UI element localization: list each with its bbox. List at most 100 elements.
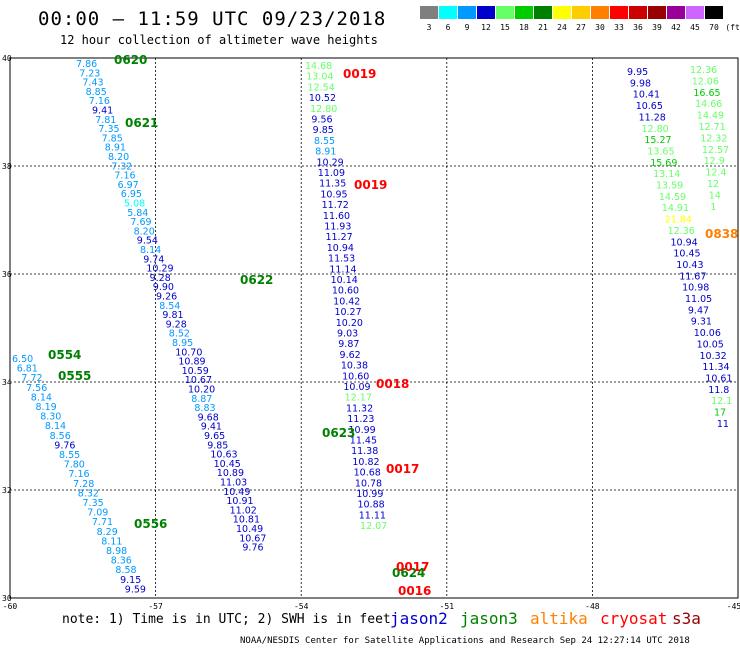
colorbar-label: 36 bbox=[633, 23, 643, 32]
wave-height-value: 9.26 bbox=[156, 292, 177, 303]
wave-height-value: 12.06 bbox=[692, 76, 719, 87]
pass-id-label: 0620 bbox=[114, 53, 147, 67]
pass-id-label: 0554 bbox=[48, 348, 81, 362]
wave-height-value: 7.23 bbox=[79, 68, 100, 79]
wave-height-value: 7.16 bbox=[114, 171, 135, 182]
wave-height-value: 12.36 bbox=[690, 65, 717, 76]
colorbar-label: 70 bbox=[709, 23, 719, 32]
wave-height-value: 11.27 bbox=[325, 232, 352, 243]
wave-height-value: 14.66 bbox=[695, 99, 722, 110]
wave-height-value: 10.32 bbox=[700, 351, 727, 362]
wave-height-value: 9.76 bbox=[54, 440, 75, 451]
wave-height-value: 7.35 bbox=[98, 124, 119, 135]
wave-height-value: 11.05 bbox=[685, 294, 712, 305]
wave-height-value: 10.78 bbox=[355, 478, 382, 489]
wave-height-value: 9.56 bbox=[311, 115, 332, 126]
pass-id-label: 0017 bbox=[396, 560, 429, 574]
wave-height-value: 12.54 bbox=[308, 82, 335, 93]
wave-height-value: 9.87 bbox=[338, 339, 359, 350]
wave-height-value: 7.56 bbox=[26, 383, 47, 394]
wave-height-value: 9.74 bbox=[143, 254, 164, 265]
wave-height-value: 8.14 bbox=[31, 392, 52, 403]
colorbar-label: 3 bbox=[426, 23, 432, 32]
wave-height-value: 7.16 bbox=[68, 469, 89, 480]
colorbar-swatch bbox=[572, 6, 590, 19]
wave-height-value: 7.71 bbox=[92, 517, 113, 528]
wave-height-value: 12.17 bbox=[345, 393, 372, 404]
wave-height-value: 16.65 bbox=[693, 88, 720, 99]
wave-height-value: 10.68 bbox=[354, 468, 381, 479]
legend-s3a: s3a bbox=[672, 609, 701, 628]
latitude-label: 30 bbox=[2, 594, 12, 603]
wave-height-value: 10.20 bbox=[188, 385, 215, 396]
wave-height-value: 8.36 bbox=[111, 556, 132, 567]
colorbar-label: 15 bbox=[500, 23, 510, 32]
latitude-label: 38 bbox=[2, 162, 12, 171]
wave-height-value: 10.63 bbox=[210, 450, 237, 461]
colorbar-label: 6 bbox=[445, 23, 451, 32]
wave-height-value: 7.32 bbox=[111, 161, 132, 172]
wave-height-value: 8.91 bbox=[105, 143, 126, 154]
wave-height-value: 7.16 bbox=[89, 96, 110, 107]
wave-height-value: 11.03 bbox=[220, 478, 247, 489]
wave-height-value: 1 bbox=[710, 202, 716, 213]
wave-height-value: 11.09 bbox=[318, 168, 345, 179]
wave-height-value: 9.95 bbox=[627, 67, 648, 78]
wave-height-value: 10.89 bbox=[217, 468, 244, 479]
legend-jason3: jason3 bbox=[460, 609, 518, 628]
longitude-label: -51 bbox=[440, 602, 455, 611]
wave-height-value: 7.35 bbox=[83, 498, 104, 509]
wave-height-value: 10.43 bbox=[676, 260, 703, 271]
pass-id-label: 0016 bbox=[398, 584, 431, 598]
wave-height-value: 9.81 bbox=[162, 310, 183, 321]
legend-altika: altika bbox=[530, 609, 588, 628]
colorbar-label: 39 bbox=[652, 23, 662, 32]
wave-height-value: 7.85 bbox=[102, 133, 123, 144]
wave-height-value: 14.59 bbox=[659, 192, 686, 203]
wave-height-value: 10.09 bbox=[343, 382, 370, 393]
wave-height-value: 8.20 bbox=[108, 152, 129, 163]
wave-height-value: 12.9 bbox=[704, 156, 725, 167]
wave-height-value: 6.97 bbox=[118, 180, 139, 191]
wave-height-value: 9.03 bbox=[337, 329, 358, 340]
wave-height-value: 15.27 bbox=[644, 135, 671, 146]
footer-credit: NOAA/NESDIS Center for Satellite Applica… bbox=[240, 636, 690, 646]
wave-height-value: 5.84 bbox=[127, 208, 148, 219]
colorbar-label: 33 bbox=[614, 23, 624, 32]
pass-id-label: 0019 bbox=[354, 178, 387, 192]
wave-height-value: 10.99 bbox=[356, 489, 383, 500]
wave-height-value: 12.4 bbox=[705, 168, 726, 179]
wave-height-value: 8.95 bbox=[172, 338, 193, 349]
wave-height-value: 10.20 bbox=[336, 318, 363, 329]
colorbar-swatch bbox=[515, 6, 533, 19]
colorbar-swatch bbox=[496, 6, 514, 19]
wave-height-value: 10.91 bbox=[226, 496, 253, 507]
wave-height-value: 11.93 bbox=[324, 222, 351, 233]
wave-height-value: 10.05 bbox=[697, 339, 724, 350]
colorbar-swatch bbox=[534, 6, 552, 19]
wave-height-value: 9.62 bbox=[340, 350, 361, 361]
wave-height-value: 10.95 bbox=[320, 189, 347, 200]
wave-height-value: 10.70 bbox=[175, 347, 202, 358]
wave-height-value: 11.11 bbox=[359, 510, 386, 521]
wave-height-value: 8.91 bbox=[315, 147, 336, 158]
wave-height-value: 9.47 bbox=[688, 305, 709, 316]
wave-height-value: 10.45 bbox=[214, 459, 241, 470]
map-frame bbox=[9, 57, 739, 599]
wave-height-value: 11.02 bbox=[230, 505, 257, 516]
pass-id-label: 0624 bbox=[392, 566, 425, 580]
chart-title: 00:00 – 11:59 UTC 09/23/2018 bbox=[38, 8, 387, 30]
wave-height-value: 9.28 bbox=[150, 273, 171, 284]
pass-id-label: 0622 bbox=[240, 273, 273, 287]
wave-height-value: 10.06 bbox=[694, 328, 721, 339]
pass-id-label: 0555 bbox=[58, 369, 91, 383]
wave-height-value: 11.14 bbox=[329, 264, 356, 275]
wave-height-value: 10.49 bbox=[223, 487, 250, 498]
colorbar-swatch bbox=[648, 6, 666, 19]
chart-subtitle: 12 hour collection of altimeter wave hei… bbox=[60, 33, 378, 47]
colorbar-swatch bbox=[686, 6, 704, 19]
wave-height-value: 8.55 bbox=[59, 450, 80, 461]
wave-height-value: 10.82 bbox=[352, 457, 379, 468]
colorbar-label: 21 bbox=[538, 23, 548, 32]
colorbar-label: 12 bbox=[481, 23, 491, 32]
